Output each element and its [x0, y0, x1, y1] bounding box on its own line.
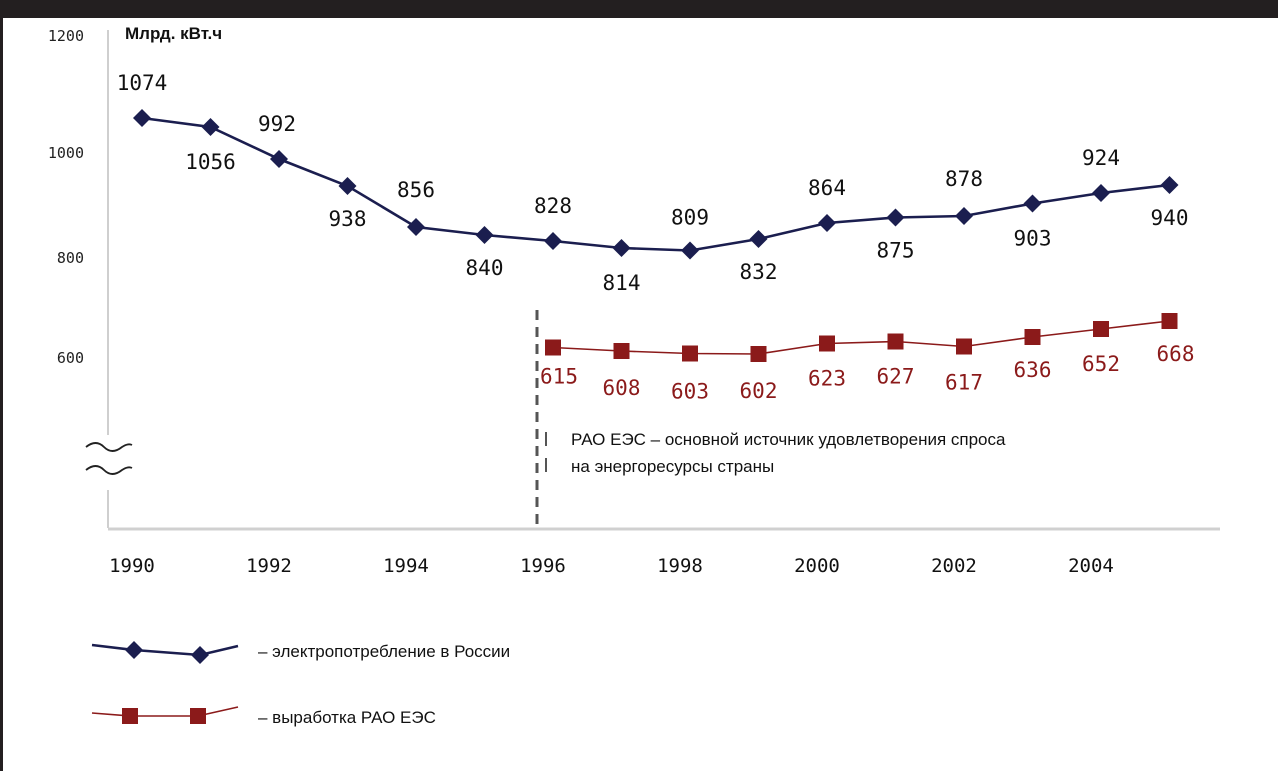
annotation-text: РАО ЕЭС – основной источник удовлетворен…	[571, 430, 1006, 449]
data-label: 602	[740, 379, 778, 403]
x-tick-label: 1992	[246, 555, 292, 577]
legend-line-consumption	[91, 643, 239, 657]
top-bar	[0, 0, 1278, 18]
data-label: 636	[1014, 358, 1052, 382]
data-label: 617	[945, 371, 983, 395]
data-point-diamond	[338, 177, 357, 195]
data-label: 924	[1082, 146, 1120, 170]
data-point-diamond	[201, 118, 220, 136]
data-label: 652	[1082, 352, 1120, 376]
data-point-diamond	[886, 208, 905, 227]
data-point-square	[750, 346, 767, 362]
series-line	[552, 320, 1170, 355]
data-label: 627	[877, 365, 915, 389]
data-point-diamond	[612, 239, 631, 257]
data-label: 615	[540, 365, 578, 389]
data-point-square	[545, 339, 561, 356]
data-point-square	[819, 335, 835, 352]
data-label: 1056	[185, 150, 236, 174]
legend-label-generation: – выработка РАО ЕЭС	[258, 708, 436, 727]
x-tick-label: 2000	[794, 555, 840, 577]
y-axis-unit-label: Млрд. кВт.ч	[125, 24, 222, 43]
data-point-diamond	[544, 232, 562, 250]
data-label: 856	[397, 178, 435, 202]
data-point-diamond	[818, 214, 836, 232]
data-label: 875	[877, 239, 915, 263]
data-label: 608	[603, 376, 641, 400]
data-label: 668	[1157, 342, 1195, 366]
data-label: 864	[808, 176, 846, 200]
data-point-diamond	[133, 109, 151, 127]
data-point-diamond	[1023, 194, 1042, 213]
data-label: 832	[740, 260, 778, 284]
data-label: 878	[945, 167, 983, 191]
data-point-diamond	[475, 226, 494, 244]
data-label: 809	[671, 206, 709, 230]
data-point-diamond	[681, 241, 699, 260]
x-tick-label: 1996	[520, 555, 566, 577]
data-label: 840	[466, 256, 504, 280]
y-tick-label: 600	[57, 349, 84, 367]
data-label: 992	[258, 112, 296, 136]
x-tick-label: 1994	[383, 555, 429, 577]
series-line	[141, 116, 1170, 252]
legend-marker-generation	[190, 708, 206, 724]
data-point-square	[887, 333, 904, 350]
data-point-diamond	[270, 150, 288, 168]
data-point-square	[1024, 329, 1041, 345]
legend-marker-generation	[122, 708, 138, 724]
y-tick-label: 800	[57, 249, 84, 267]
legend-line-generation	[91, 706, 239, 717]
data-point-diamond	[407, 218, 425, 236]
data-label: 814	[603, 271, 641, 295]
data-label: 623	[808, 367, 846, 391]
data-point-square	[613, 343, 630, 359]
data-point-diamond	[1092, 184, 1110, 202]
y-tick-label: 1000	[48, 144, 84, 162]
data-label: 940	[1151, 206, 1189, 230]
data-point-diamond	[749, 230, 768, 248]
data-point-square	[1093, 321, 1109, 337]
data-label: 903	[1014, 227, 1052, 251]
data-point-square	[1161, 313, 1178, 329]
y-tick-label: 1200	[48, 27, 84, 45]
data-point-square	[682, 345, 698, 362]
x-tick-label: 2002	[931, 555, 977, 577]
legend-label-consumption: – электропотребление в России	[258, 642, 510, 661]
axis-break-mark	[85, 442, 133, 452]
annotation-text: на энергоресурсы страны	[571, 457, 774, 476]
data-label: 603	[671, 380, 709, 404]
axis-break-mark	[85, 465, 133, 475]
x-tick-label: 1990	[109, 555, 155, 577]
data-point-diamond	[1160, 176, 1179, 194]
data-point-diamond	[955, 207, 973, 225]
data-point-square	[956, 338, 972, 355]
x-tick-label: 1998	[657, 555, 703, 577]
x-tick-label: 2004	[1068, 555, 1114, 577]
data-label: 1074	[117, 71, 168, 95]
legend-marker-consumption	[125, 641, 143, 659]
data-label: 938	[329, 207, 367, 231]
legend-marker-consumption	[191, 646, 209, 664]
data-label: 828	[534, 194, 572, 218]
left-border	[0, 18, 3, 771]
